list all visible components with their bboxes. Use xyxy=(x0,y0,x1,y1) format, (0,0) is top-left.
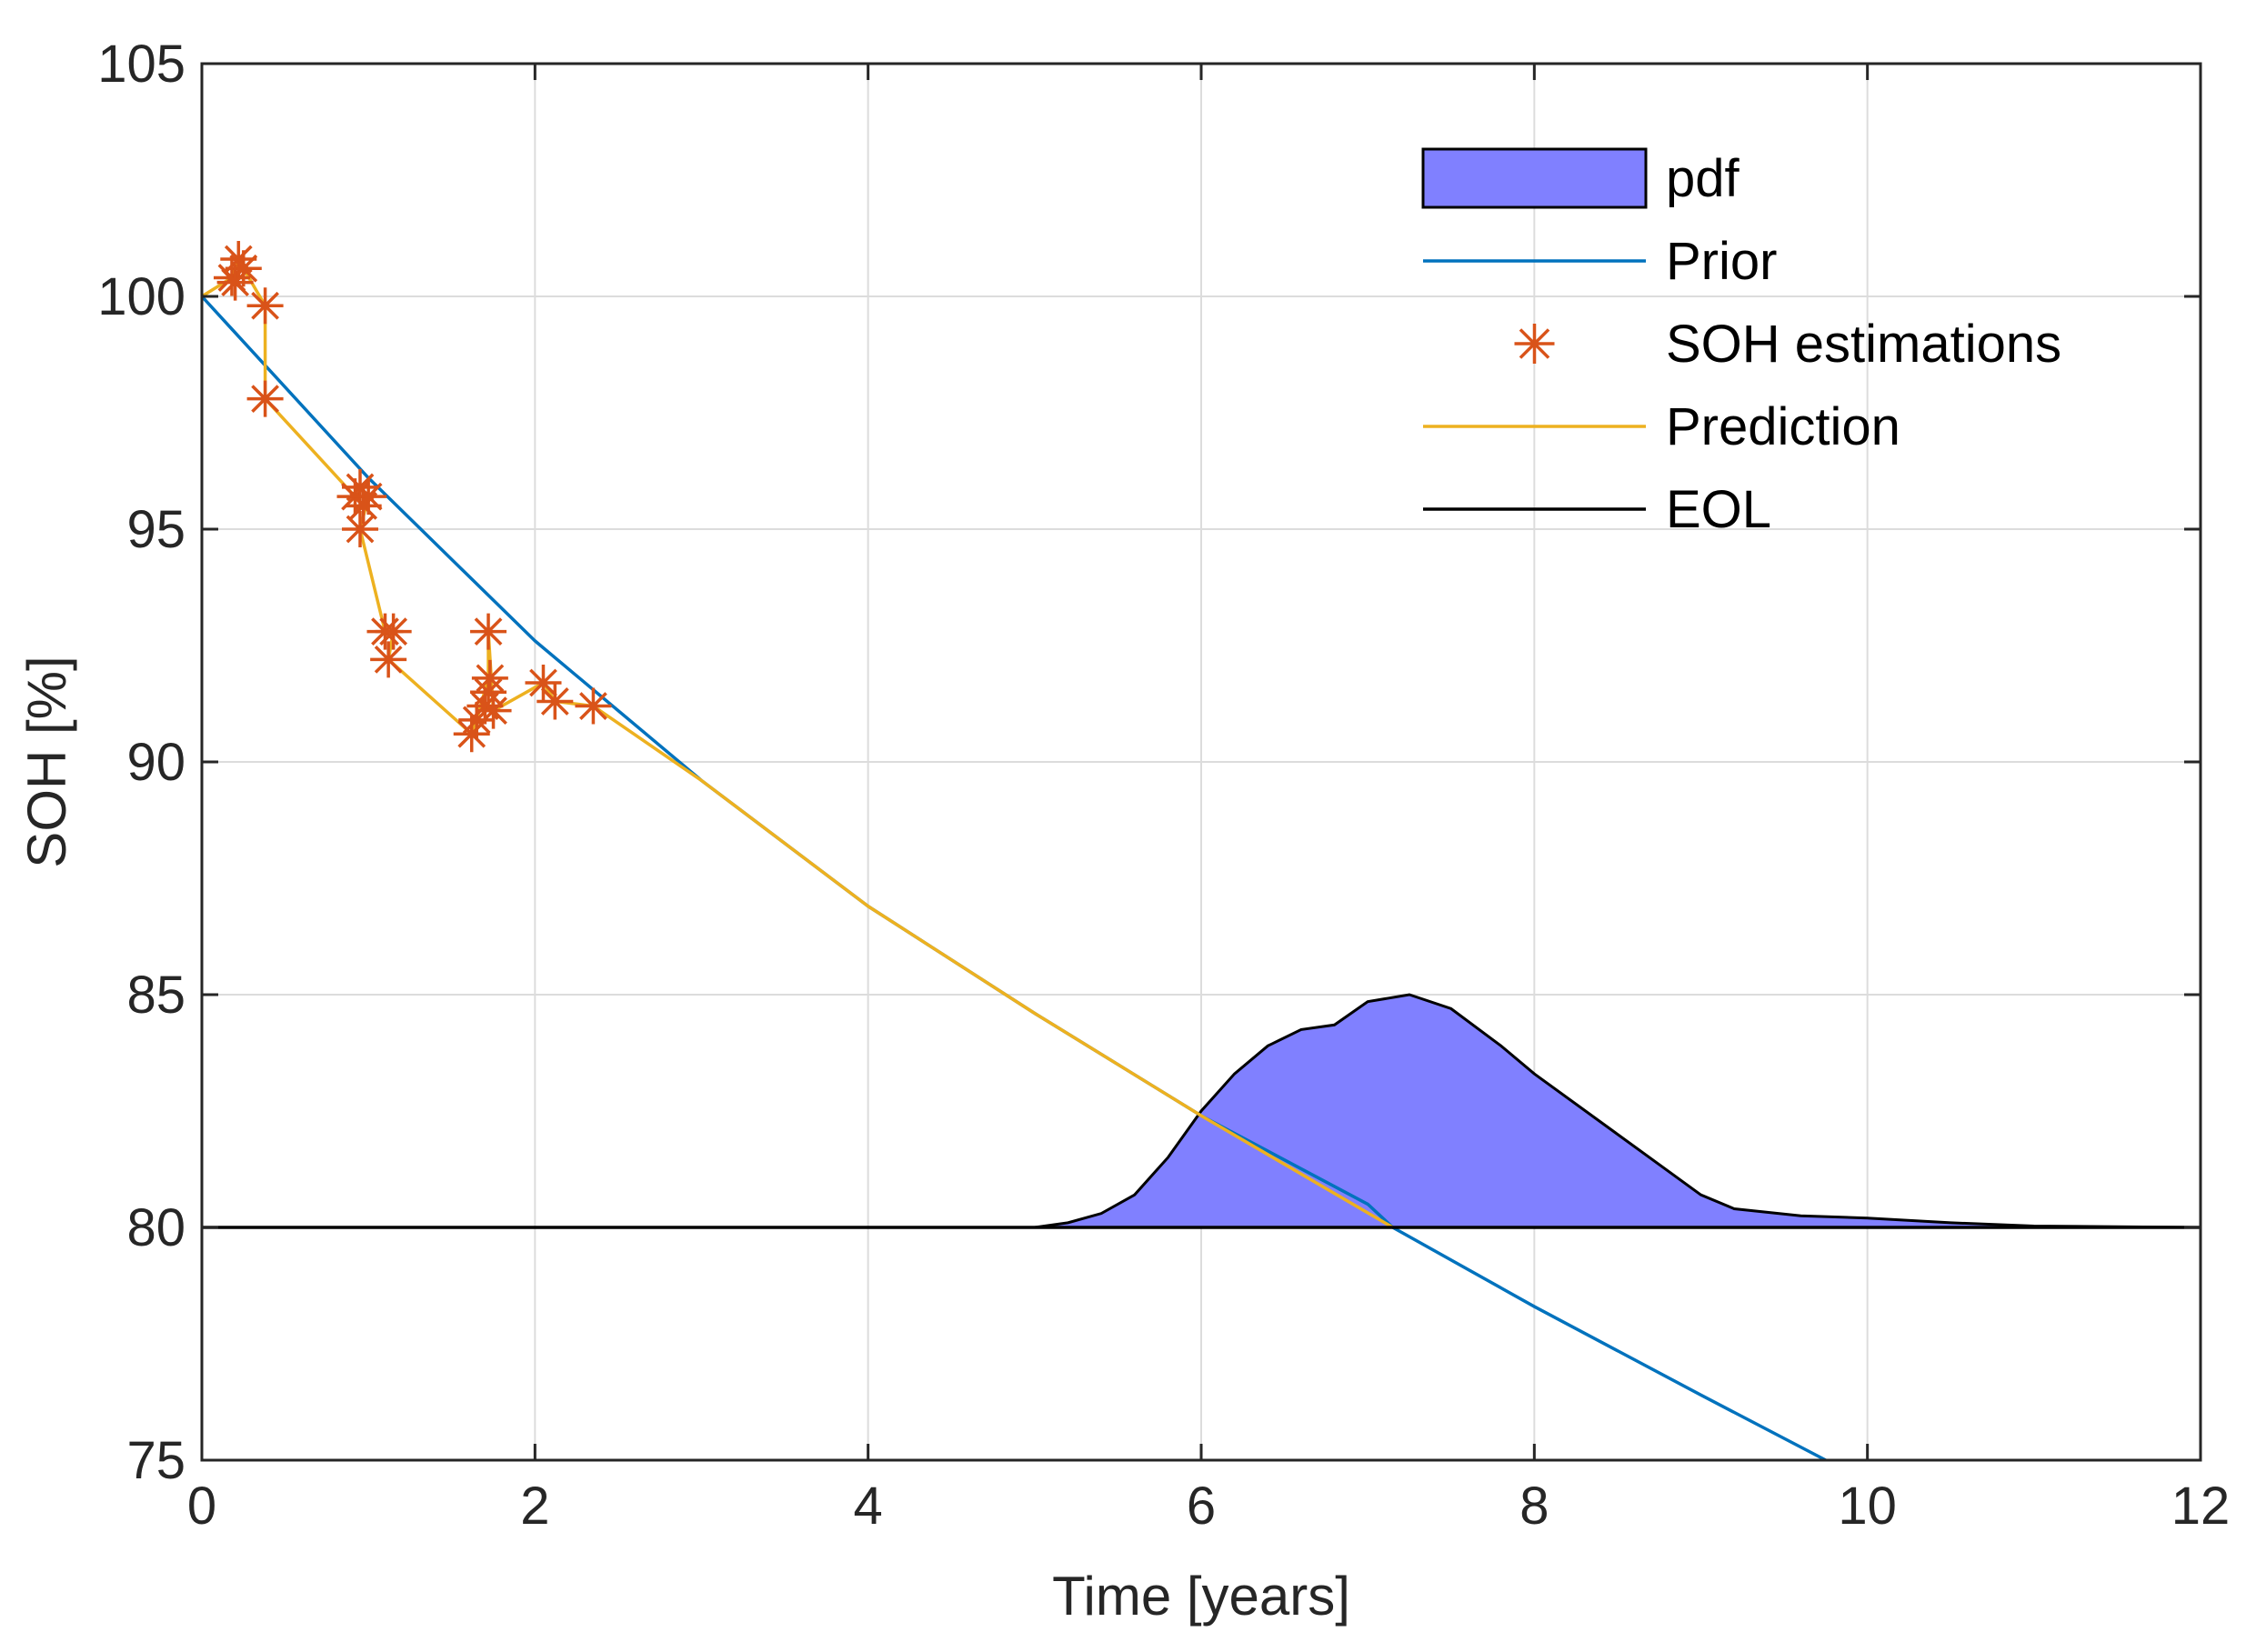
soh-estimations-marker-17 xyxy=(470,674,507,711)
soh-estimations-marker-12 xyxy=(375,613,412,650)
y-tick-label-5: 100 xyxy=(97,267,185,326)
axes xyxy=(200,62,2202,1462)
soh-estimations-marker-16 xyxy=(466,687,504,725)
y-tick-label-2: 85 xyxy=(126,966,185,1025)
x-tick-label-4: 8 xyxy=(1519,1477,1549,1536)
soh-estimations-marker-3 xyxy=(216,264,254,301)
pdf-area xyxy=(202,993,2201,1229)
soh-estimations-marker-4 xyxy=(246,287,284,325)
soh-estimations-marker-2 xyxy=(225,250,262,287)
soh-estimations-marker-19 xyxy=(475,692,512,729)
grid-lines xyxy=(202,64,2201,1460)
y-tick-label-1: 80 xyxy=(126,1198,185,1257)
x-tick-label-2: 4 xyxy=(854,1477,883,1536)
legend-pdf-label: pdf xyxy=(1666,149,1740,208)
y-tick-label-3: 90 xyxy=(126,733,185,792)
y-tick-label-6: 105 xyxy=(97,35,185,94)
soh-estimations-marker-22 xyxy=(536,683,574,720)
y-axis-title: SOH [%] xyxy=(16,656,77,867)
tick-labels: 0 2 4 6 8 10 12 75 80 85 90 95 100 105 xyxy=(97,35,2230,1536)
soh-estimations-marker-9 xyxy=(350,478,387,516)
legend-soh-estimations-swatch xyxy=(1514,324,1555,364)
legend-prediction-label: Prediction xyxy=(1666,397,1900,456)
soh-estimations-marker-5 xyxy=(246,380,284,417)
soh-estimations-marker-18 xyxy=(471,659,508,696)
x-tick-label-0: 0 xyxy=(187,1477,216,1536)
y-tick-label-0: 75 xyxy=(126,1431,185,1490)
y-tick-label-4: 95 xyxy=(126,500,185,559)
soh-estimations-marker-10 xyxy=(342,511,379,547)
soh-markers-layer xyxy=(213,241,612,753)
x-axis-title: Time [years] xyxy=(1052,1566,1350,1627)
x-tick-label-5: 10 xyxy=(1838,1477,1897,1536)
legend-prior-label: Prior xyxy=(1666,232,1777,291)
legend-soh-estimations-label: SOH estimations xyxy=(1666,315,2061,374)
soh-estimations-marker-1 xyxy=(220,241,257,278)
soh-estimations-marker-15 xyxy=(458,701,496,738)
soh-estimations-marker-8 xyxy=(345,487,382,525)
x-tick-label-3: 6 xyxy=(1187,1477,1216,1536)
x-tick-label-6: 12 xyxy=(2171,1477,2231,1536)
pdf-area-layer xyxy=(202,993,2201,1229)
prior-line xyxy=(200,295,1827,1462)
legend: pdf Prior SOH estimations Prediction EOL xyxy=(1421,147,2061,539)
soh-estimations-marker-21 xyxy=(525,664,562,701)
legend-eol-label: EOL xyxy=(1666,480,1771,539)
soh-estimations-marker-20 xyxy=(470,613,507,650)
soh-estimations-marker-23 xyxy=(575,687,612,725)
legend-pdf-swatch xyxy=(1421,147,1648,209)
soh-estimations-marker-14 xyxy=(453,716,490,753)
prediction-line xyxy=(201,257,1394,1229)
x-tick-label-1: 2 xyxy=(520,1477,549,1536)
soh-estimations-marker-13 xyxy=(370,641,407,678)
